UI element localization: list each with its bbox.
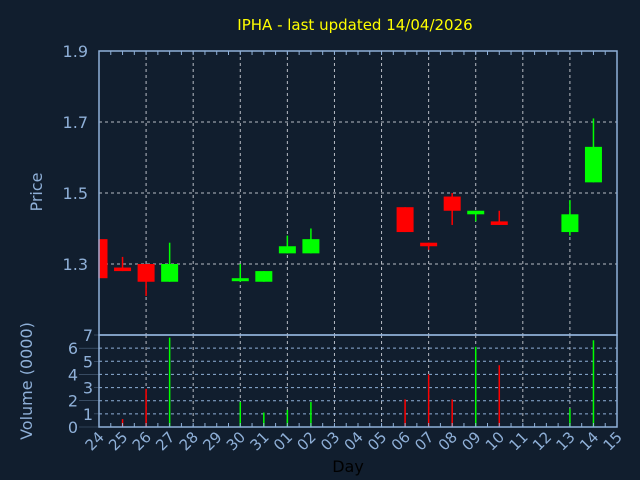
day-tick-label: 04 [341,428,367,454]
day-tick-label: 08 [435,428,461,454]
day-tick-label: 09 [458,428,484,454]
volume-tick-label: 7 [83,326,93,345]
day-tick-label: 25 [105,428,131,454]
candle-body [302,239,320,254]
day-tick-label: 01 [270,428,296,454]
chart-title: IPHA - last updated 14/04/2026 [237,16,472,34]
candle-body [255,271,273,282]
candle-body [396,207,414,233]
day-tick-label: 26 [129,428,155,454]
candle-body [561,214,579,233]
volume-tick-label: 2 [68,392,78,411]
day-tick-label: 11 [505,428,531,454]
day-tick-label: 02 [294,428,320,454]
candle-body [420,242,438,247]
candles [98,118,602,296]
volume-tick-label: 6 [68,339,78,358]
day-tick-label: 13 [553,428,579,454]
candle-body [137,264,155,282]
price-grid [99,50,617,335]
day-tick-label: 29 [199,428,225,454]
candle-body [443,196,461,211]
volume-bars [121,337,595,427]
day-tick-label: 03 [317,428,343,454]
x-axis-label: Day [332,457,364,476]
day-tick-label: 31 [246,428,272,454]
price-tick-label: 1.3 [63,255,88,274]
price-tick-label: 1.5 [63,184,88,203]
candle-body [467,210,485,215]
day-tick-label: 24 [82,428,108,454]
day-tick-label: 15 [600,428,626,454]
day-tick-label: 06 [388,428,414,454]
price-tick-label: 1.7 [63,113,88,132]
day-tick-label: 28 [176,428,202,454]
volume-tick-label: 3 [83,379,93,398]
volume-grid [99,334,617,428]
volume-tick-label: 1 [83,405,93,424]
candle-body [99,239,108,279]
candle-body [490,221,508,225]
volume-plot-frame [98,334,618,428]
price-tick-label: 1.9 [63,42,88,61]
day-tick-label: 10 [482,428,508,454]
day-tick-label: 27 [152,428,178,454]
day-tick-label: 14 [576,428,602,454]
volume-tick-label: 5 [83,352,93,371]
candle-body [114,267,132,272]
day-tick-label: 30 [223,428,249,454]
candle-body [161,264,179,282]
volume-axis-label: Volume (0000) [17,322,36,440]
volume-tick-label: 4 [68,365,78,384]
candle-body [278,246,296,254]
candle-body [231,278,249,282]
volume-tick-label: 0 [68,418,78,437]
day-tick-label: 12 [529,428,555,454]
day-tick-label: 07 [411,428,437,454]
price-axis-label: Price [27,172,46,211]
day-tick-label: 05 [364,428,390,454]
axes: 1.31.51.71.90123456724252627282930310102… [63,42,626,454]
candle-body [584,146,602,183]
